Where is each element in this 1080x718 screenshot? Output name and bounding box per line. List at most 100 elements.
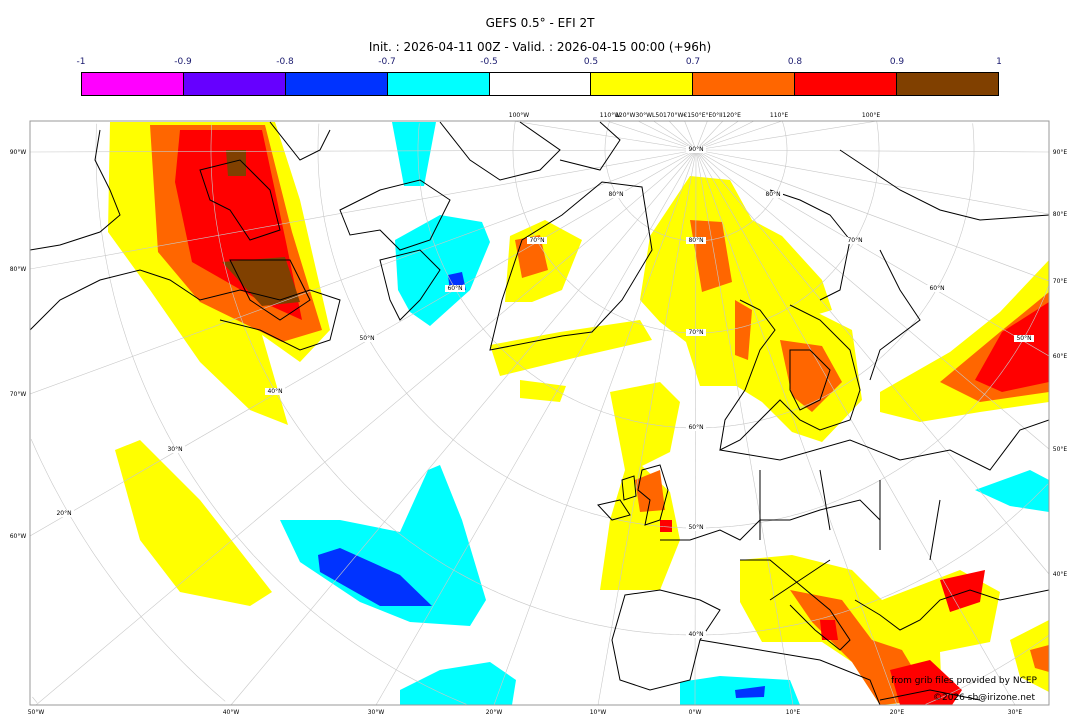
meridian-line <box>493 149 697 705</box>
coastline <box>199 159 281 241</box>
meridian-line <box>695 149 1016 705</box>
efi-region <box>520 380 566 402</box>
coastline <box>869 249 921 381</box>
coastline <box>559 121 621 171</box>
colorbar-bin <box>795 73 898 95</box>
efi-region <box>780 340 842 412</box>
coastline <box>719 299 861 451</box>
graticule-label: 50°E <box>1053 446 1068 453</box>
colorbar-tick-label: -0.8 <box>276 57 294 67</box>
efi-region <box>1030 645 1049 672</box>
meridian-line <box>695 149 898 705</box>
colorbar-tick-label: 1 <box>996 57 1002 67</box>
efi-region <box>392 122 436 186</box>
efi-region <box>735 300 752 360</box>
coastlines <box>30 121 1049 705</box>
meridian-line <box>695 121 724 151</box>
efi-region <box>975 470 1049 512</box>
coastline <box>611 589 721 691</box>
coastline <box>229 259 311 321</box>
meridian-line <box>695 149 1049 575</box>
graticule-label: 70°W <box>10 391 27 398</box>
efi-region <box>222 257 300 306</box>
coastline <box>854 589 1049 631</box>
graticule-label: 60°N <box>688 424 703 431</box>
efi-region <box>1010 620 1049 692</box>
coastline <box>699 639 881 705</box>
latitude-circle <box>30 438 226 702</box>
graticule-label: 90°W <box>10 149 27 156</box>
graticule-label: 90°E <box>1053 149 1068 156</box>
efi-region <box>318 548 432 606</box>
graticule-label: 20°E <box>890 709 905 716</box>
label-background <box>1014 335 1034 342</box>
meridian-line <box>606 121 697 151</box>
colorbar-tick-label: -0.7 <box>378 57 396 67</box>
label-background <box>686 329 706 336</box>
graticule-label: 50°N <box>1016 335 1031 342</box>
colorbar-bin <box>387 73 490 95</box>
coastline <box>839 149 1049 221</box>
meridian-line <box>695 121 878 151</box>
colorbar-bin <box>183 73 286 95</box>
coastline <box>30 269 341 351</box>
graticule-label: 80°N <box>765 191 780 198</box>
coastline <box>759 469 941 601</box>
map-subtitle: Init. : 2026-04-11 00Z - Valid. : 2026-0… <box>368 40 712 54</box>
graticule-label: 70°N <box>688 329 703 336</box>
colorbar-tick-label: -0.9 <box>174 57 192 67</box>
graticule-label: 40°N <box>267 388 282 395</box>
meridian-line <box>684 121 697 151</box>
meridian-line <box>30 149 697 537</box>
meridian-line <box>695 121 739 151</box>
graticule-label: 30°N <box>167 446 182 453</box>
coastline <box>879 689 981 701</box>
meridian-line <box>695 121 708 151</box>
meridian-line <box>30 149 697 153</box>
graticule-label: 40°E <box>1053 571 1068 578</box>
meridian-line <box>30 149 697 395</box>
colorbar-tick-label: 0.9 <box>889 57 905 67</box>
graticule-label: 100°E <box>862 112 880 119</box>
colorbar-bin <box>489 73 592 95</box>
graticule-label: 110°E <box>770 112 788 119</box>
colorbar-tick-label: -0.5 <box>480 57 498 67</box>
graticule-label: 110°W <box>600 112 620 119</box>
efi-region <box>735 686 765 698</box>
latitude-circle <box>210 124 1049 636</box>
coastline <box>621 475 637 501</box>
meridian-line <box>375 149 697 705</box>
colorbar-bin <box>693 73 796 95</box>
meridian-line <box>695 149 1049 215</box>
graticule-label: 120°W30°WL50170°W€150°E°E0°II120°E <box>615 112 741 119</box>
coastline <box>719 419 1049 471</box>
meridian-line <box>695 121 755 151</box>
graticule-label: 10°E <box>786 709 801 716</box>
graticule-label: 60°W <box>10 533 27 540</box>
efi-region <box>280 465 486 626</box>
meridian-line <box>695 149 1049 357</box>
efi-region <box>660 520 672 532</box>
latitude-circle <box>972 123 975 150</box>
map-frame <box>29 120 1050 706</box>
colorbar-tick-label: 0.5 <box>583 57 599 67</box>
graticule-label: 80°N <box>688 237 703 244</box>
label-background <box>54 510 74 517</box>
graticule-label: 30°E <box>1008 709 1023 716</box>
meridian-line <box>512 121 697 151</box>
colorbar-tick-label: 0.7 <box>685 57 701 67</box>
latitude-circle <box>876 121 880 150</box>
latitude-circle <box>512 121 880 334</box>
meridian-line <box>695 121 783 151</box>
coastline <box>789 349 831 411</box>
graticule-label: 80°W <box>10 266 27 273</box>
copyright-credit: ©2026 sb@irizone.net <box>933 693 1035 703</box>
meridian-line <box>695 149 1049 153</box>
efi-region <box>490 320 652 376</box>
efi-region <box>820 620 838 640</box>
meridian-line <box>668 121 697 151</box>
label-background <box>165 446 185 453</box>
meridian-line <box>230 149 697 705</box>
latitude-circle <box>32 696 38 703</box>
